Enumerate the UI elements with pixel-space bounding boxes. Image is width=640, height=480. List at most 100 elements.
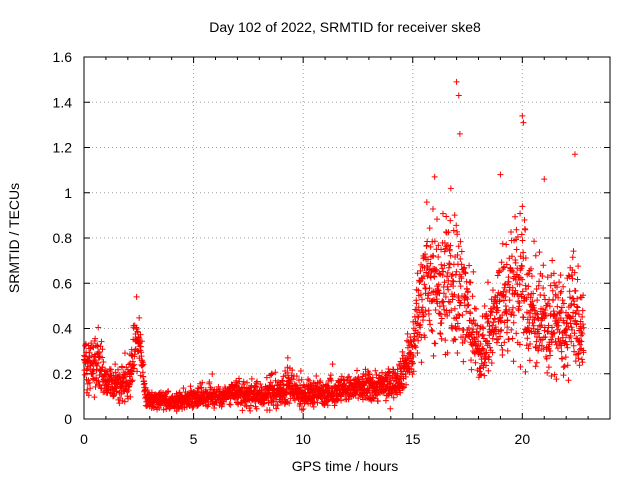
data-point <box>508 228 515 235</box>
data-point <box>459 311 466 318</box>
data-point <box>499 346 506 353</box>
data-point <box>523 342 530 349</box>
data-point <box>422 285 429 292</box>
data-point <box>421 334 428 341</box>
data-point <box>528 265 535 272</box>
data-point <box>279 377 286 384</box>
x-tick-label: 15 <box>405 431 421 447</box>
data-point <box>291 397 298 404</box>
data-point <box>456 278 463 285</box>
data-point <box>247 407 254 414</box>
data-point <box>493 300 500 307</box>
data-point <box>497 171 504 178</box>
data-point <box>568 326 575 333</box>
data-point <box>545 328 552 335</box>
data-point <box>95 378 102 385</box>
data-point <box>531 238 538 245</box>
data-point <box>423 199 430 206</box>
data-point <box>474 322 481 329</box>
data-point <box>87 385 94 392</box>
data-point <box>484 279 491 286</box>
data-point <box>551 330 558 337</box>
data-point <box>550 308 557 315</box>
data-point <box>434 216 441 223</box>
data-point <box>272 377 279 384</box>
data-point <box>199 379 206 386</box>
data-point <box>455 243 462 250</box>
data-point <box>525 345 532 352</box>
data-point <box>465 333 472 340</box>
data-point <box>451 291 458 298</box>
data-point <box>178 392 185 399</box>
data-point <box>438 315 445 322</box>
data-point <box>445 229 452 236</box>
data-point <box>574 351 581 358</box>
data-point <box>88 340 95 347</box>
data-point <box>427 321 434 328</box>
data-point <box>439 210 446 217</box>
data-point <box>456 325 463 332</box>
data-point <box>508 267 515 274</box>
data-point <box>542 334 549 341</box>
data-point <box>562 326 569 333</box>
data-point <box>286 400 293 407</box>
data-point <box>483 313 490 320</box>
data-point <box>533 359 540 366</box>
data-point <box>510 269 517 276</box>
data-point <box>503 241 510 248</box>
data-point <box>452 336 459 343</box>
data-point <box>432 340 439 347</box>
data-point <box>566 314 573 321</box>
data-point <box>568 338 575 345</box>
data-point <box>567 320 574 327</box>
data-point <box>415 287 422 294</box>
data-point <box>429 328 436 335</box>
data-point <box>425 292 432 299</box>
data-point <box>524 335 531 342</box>
data-point <box>253 379 260 386</box>
data-point <box>426 225 433 232</box>
data-point <box>540 262 547 269</box>
data-point <box>85 392 92 399</box>
data-point <box>443 273 450 280</box>
data-point <box>539 272 546 279</box>
data-point <box>444 349 451 356</box>
data-point <box>482 350 489 357</box>
data-point <box>489 335 496 342</box>
data-point <box>444 312 451 319</box>
data-point <box>124 393 131 400</box>
data-point <box>284 354 291 361</box>
data-point <box>331 402 338 409</box>
chart-title: Day 102 of 2022, SRMTID for receiver ske… <box>209 19 481 35</box>
data-point <box>300 405 307 412</box>
data-point <box>498 326 505 333</box>
data-point <box>115 366 122 373</box>
data-point <box>533 338 540 345</box>
data-point <box>558 304 565 311</box>
data-point <box>496 296 503 303</box>
data-point <box>430 352 437 359</box>
data-point <box>580 324 587 331</box>
data-point <box>413 300 420 307</box>
data-point <box>525 325 532 332</box>
data-point <box>565 323 572 330</box>
data-point <box>415 314 422 321</box>
data-point <box>458 248 465 255</box>
data-point <box>110 372 117 379</box>
data-point <box>90 370 97 377</box>
data-point <box>481 302 488 309</box>
data-point <box>248 375 255 382</box>
data-point <box>577 341 584 348</box>
data-point <box>111 384 118 391</box>
data-point <box>518 262 525 269</box>
data-point <box>435 242 442 249</box>
data-point <box>545 364 552 371</box>
data-point <box>116 400 123 407</box>
data-point <box>502 293 509 300</box>
data-point <box>453 268 460 275</box>
data-point <box>443 213 450 220</box>
data-point <box>504 347 511 354</box>
data-point <box>530 322 537 329</box>
data-point <box>458 275 465 282</box>
